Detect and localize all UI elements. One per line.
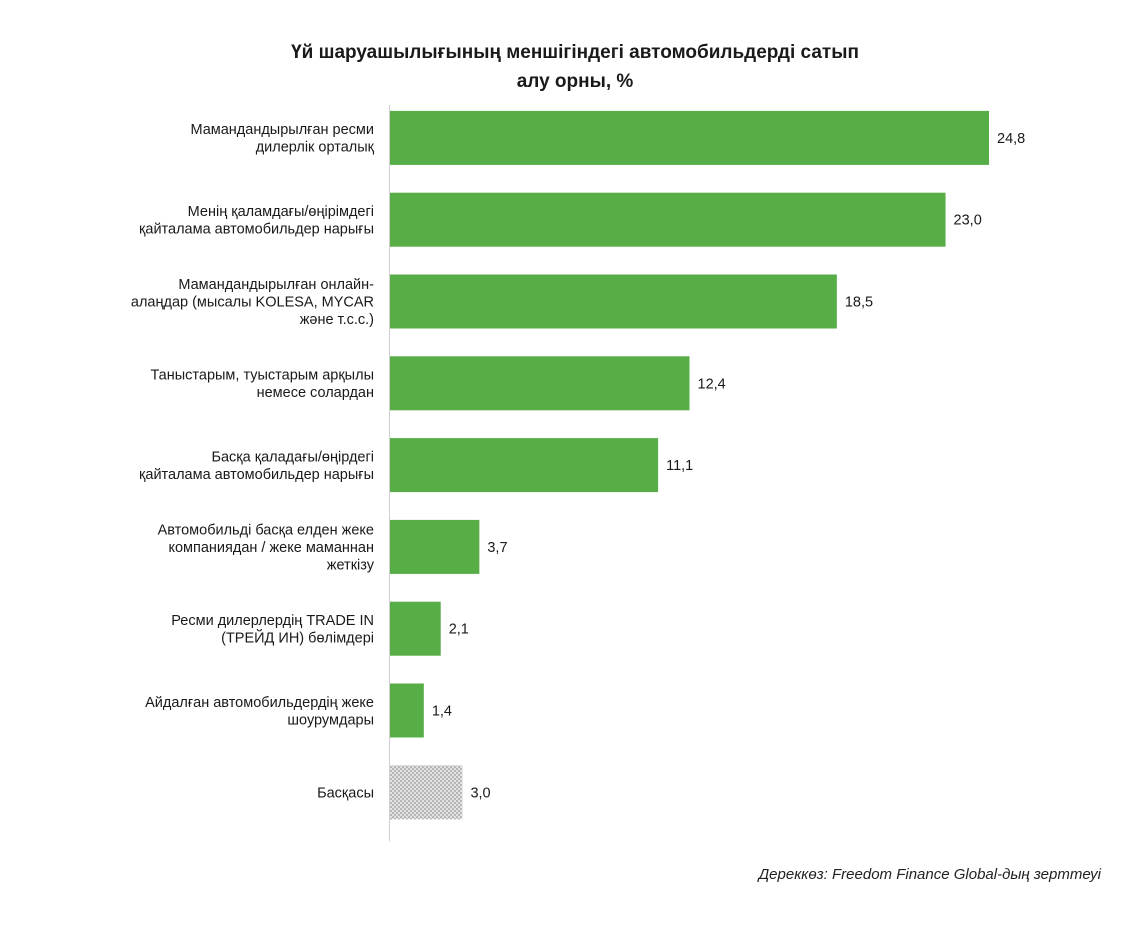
category-label-4-line-1: қайталама автомобильдер нарығы (139, 467, 374, 483)
bar-5 (390, 519, 480, 574)
category-label-2: Мамандандырылған онлайн-алаңдар (мысалы … (131, 277, 374, 328)
value-label-6: 2,1 (449, 622, 469, 638)
source-note: Дереккөз: Freedom Finance Global-дың зер… (758, 866, 1101, 883)
category-label-1-line-0: Менің қаламдағы/өңірімдегі (188, 204, 374, 220)
category-label-2-line-1: алаңдар (мысалы KOLESA, MYCAR (131, 295, 374, 311)
bar-4 (390, 438, 659, 493)
category-label-7-line-0: Айдалған автомобильдердің жеке (145, 695, 374, 711)
bar-6 (390, 601, 441, 656)
value-label-1: 23,0 (954, 213, 982, 229)
category-label-3-line-1: немесе солардан (257, 385, 374, 401)
category-label-0-line-1: дилерлік орталық (256, 140, 375, 156)
chart-title-line-1: Үй шаруашылығының меншігіндегі автомобил… (291, 42, 859, 63)
bar-2 (390, 274, 837, 329)
value-label-8: 3,0 (470, 785, 490, 801)
value-label-7: 1,4 (432, 704, 452, 720)
bar-0 (390, 110, 990, 165)
category-label-5-line-0: Автомобильді басқа елден жеке (158, 522, 374, 538)
value-label-3: 12,4 (698, 376, 726, 392)
chart-title: Үй шаруашылығының меншігіндегі автомобил… (250, 38, 900, 96)
category-label-3-line-0: Таныстарым, туыстарым арқылы (150, 368, 374, 384)
value-label-4: 11,1 (666, 458, 693, 474)
category-label-6-line-1: (ТРЕЙД ИН) бөлімдері (221, 628, 374, 646)
category-label-6-line-0: Ресми дилерлердің TRADE IN (171, 613, 374, 629)
category-label-0: Мамандандырылған ресми дилерлік орталық (190, 122, 374, 156)
category-label-7: Айдалған автомобильдердің жеке шоурумдары (145, 695, 374, 729)
category-label-5-line-1: компаниядан / жеке маманнан (168, 540, 374, 556)
category-label-4-line-0: Басқа қаладағы/өңірдегі (211, 449, 374, 465)
bar-8 (390, 765, 463, 820)
bars-group: 24,8 Мамандандырылған ресми дилерлік ортал… (131, 110, 1025, 820)
category-label-2-line-0: Мамандандырылған онлайн- (178, 277, 374, 293)
category-label-8-line-0: Басқасы (317, 785, 374, 801)
category-label-5: Автомобильді басқа елден жеке компаниядан… (158, 522, 375, 573)
category-label-1: Менің қаламдағы/өңірімдегі қайталама авто… (139, 204, 374, 238)
category-label-2-line-2: және т.с.с.) (300, 312, 374, 328)
value-label-2: 18,5 (845, 295, 873, 311)
chart-title-line-2: алу орны, % (516, 71, 634, 92)
category-label-7-line-1: шоурумдары (287, 712, 374, 728)
category-label-0-line-0: Мамандандырылған ресми (190, 122, 374, 138)
category-label-8: Басқасы (317, 785, 374, 801)
category-label-1-line-1: қайталама автомобильдер нарығы (139, 221, 374, 237)
category-label-4: Басқа қаладағы/өңірдегі қайталама автомоб… (139, 449, 374, 483)
category-label-6: Ресми дилерлердің TRADE IN (ТРЕЙД ИН) бөл… (171, 613, 374, 647)
value-label-5: 3,7 (487, 540, 507, 556)
bar-7 (390, 683, 424, 738)
bar-1 (390, 192, 946, 247)
category-label-3: Таныстарым, туыстарым арқылы немесе солар… (150, 368, 374, 402)
value-label-0: 24,8 (997, 131, 1025, 147)
category-label-5-line-2: жеткізу (327, 557, 375, 573)
bar-3 (390, 356, 690, 411)
